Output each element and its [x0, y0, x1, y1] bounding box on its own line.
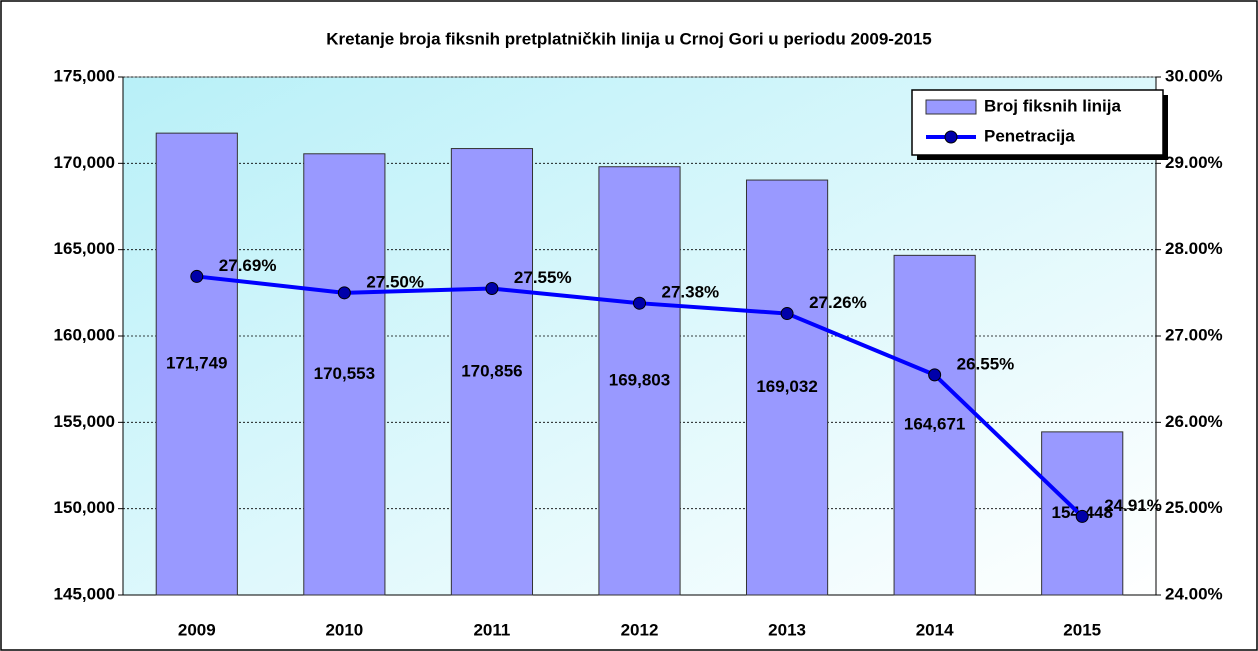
- x-tick-label: 2015: [1063, 620, 1101, 639]
- legend-swatch: [925, 99, 977, 115]
- x-tick-label: 2013: [768, 620, 806, 639]
- bar-value-label: 169,803: [609, 370, 670, 389]
- line-marker: [633, 296, 646, 310]
- legend-marker: [944, 130, 958, 144]
- bar-value-label: 169,032: [756, 377, 817, 396]
- bar-value-label: 170,856: [461, 361, 522, 380]
- line-marker: [337, 286, 351, 300]
- line-marker: [780, 307, 794, 321]
- x-tick-label: 2010: [325, 620, 363, 639]
- y-tick-label: 160,000: [54, 325, 115, 344]
- y2-tick-label: 30.00%: [1165, 66, 1223, 85]
- bar-value-label: 170,553: [314, 364, 375, 383]
- line-marker: [928, 368, 942, 382]
- y2-tick-label: 28.00%: [1165, 239, 1223, 258]
- line-value-label: 27.55%: [514, 268, 572, 287]
- line-value-label: 27.50%: [366, 272, 424, 291]
- x-tick-label: 2009: [178, 620, 216, 639]
- line-value-label: 27.38%: [662, 283, 720, 302]
- chart-title: Kretanje broja fiksnih pretplatničkih li…: [326, 29, 932, 48]
- bar: [893, 254, 976, 596]
- y2-tick-label: 26.00%: [1165, 412, 1223, 431]
- line-value-label: 24.91%: [1104, 496, 1162, 515]
- y2-tick-label: 25.00%: [1165, 498, 1223, 517]
- bar-value-label: 164,671: [904, 415, 965, 434]
- bar: [450, 148, 534, 596]
- y-tick-label: 155,000: [54, 412, 115, 431]
- y2-tick-label: 24.00%: [1165, 584, 1223, 603]
- x-tick-label: 2011: [473, 620, 510, 639]
- y-tick-label: 150,000: [54, 498, 115, 517]
- y-tick-label: 170,000: [54, 153, 115, 172]
- line-marker: [485, 282, 499, 296]
- bar: [745, 179, 829, 596]
- y-tick-label: 175,000: [54, 66, 115, 85]
- legend-label: Penetracija: [984, 126, 1075, 145]
- line-value-label: 27.26%: [809, 293, 867, 312]
- line-marker: [1075, 509, 1089, 523]
- y-tick-label: 145,000: [54, 584, 115, 603]
- bar: [303, 153, 386, 596]
- bar: [598, 166, 681, 596]
- line-value-label: 27.69%: [219, 256, 277, 275]
- y2-tick-label: 29.00%: [1165, 153, 1223, 172]
- x-tick-label: 2012: [621, 620, 659, 639]
- y-tick-label: 165,000: [54, 239, 115, 258]
- line-value-label: 26.55%: [957, 354, 1015, 373]
- bar: [155, 132, 238, 596]
- bar-value-label: 171,749: [166, 354, 227, 373]
- legend-label: Broj fiksnih linija: [984, 96, 1122, 115]
- y2-tick-label: 27.00%: [1165, 325, 1223, 344]
- x-tick-label: 2014: [916, 620, 954, 639]
- line-marker: [190, 269, 204, 283]
